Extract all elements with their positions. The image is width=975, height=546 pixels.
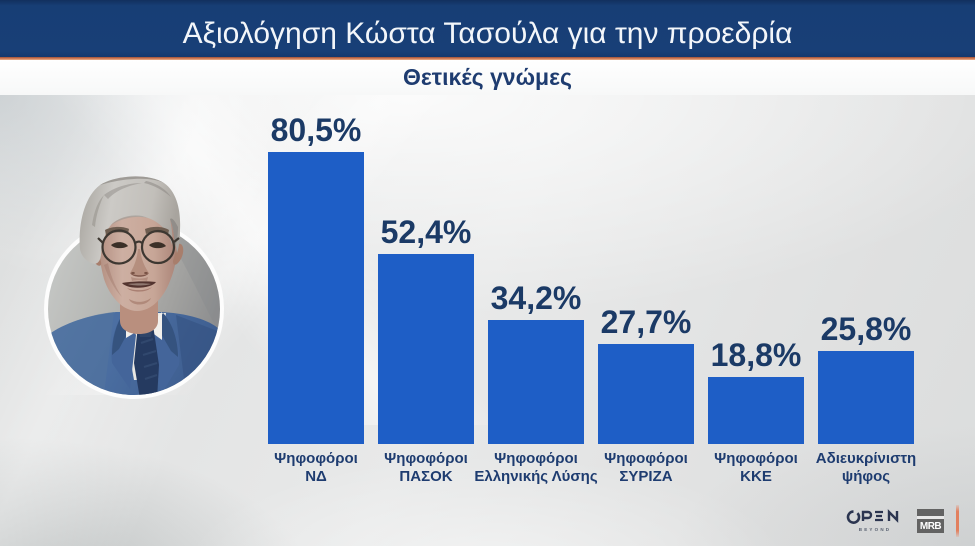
svg-text:BEYOND: BEYOND (859, 527, 891, 532)
